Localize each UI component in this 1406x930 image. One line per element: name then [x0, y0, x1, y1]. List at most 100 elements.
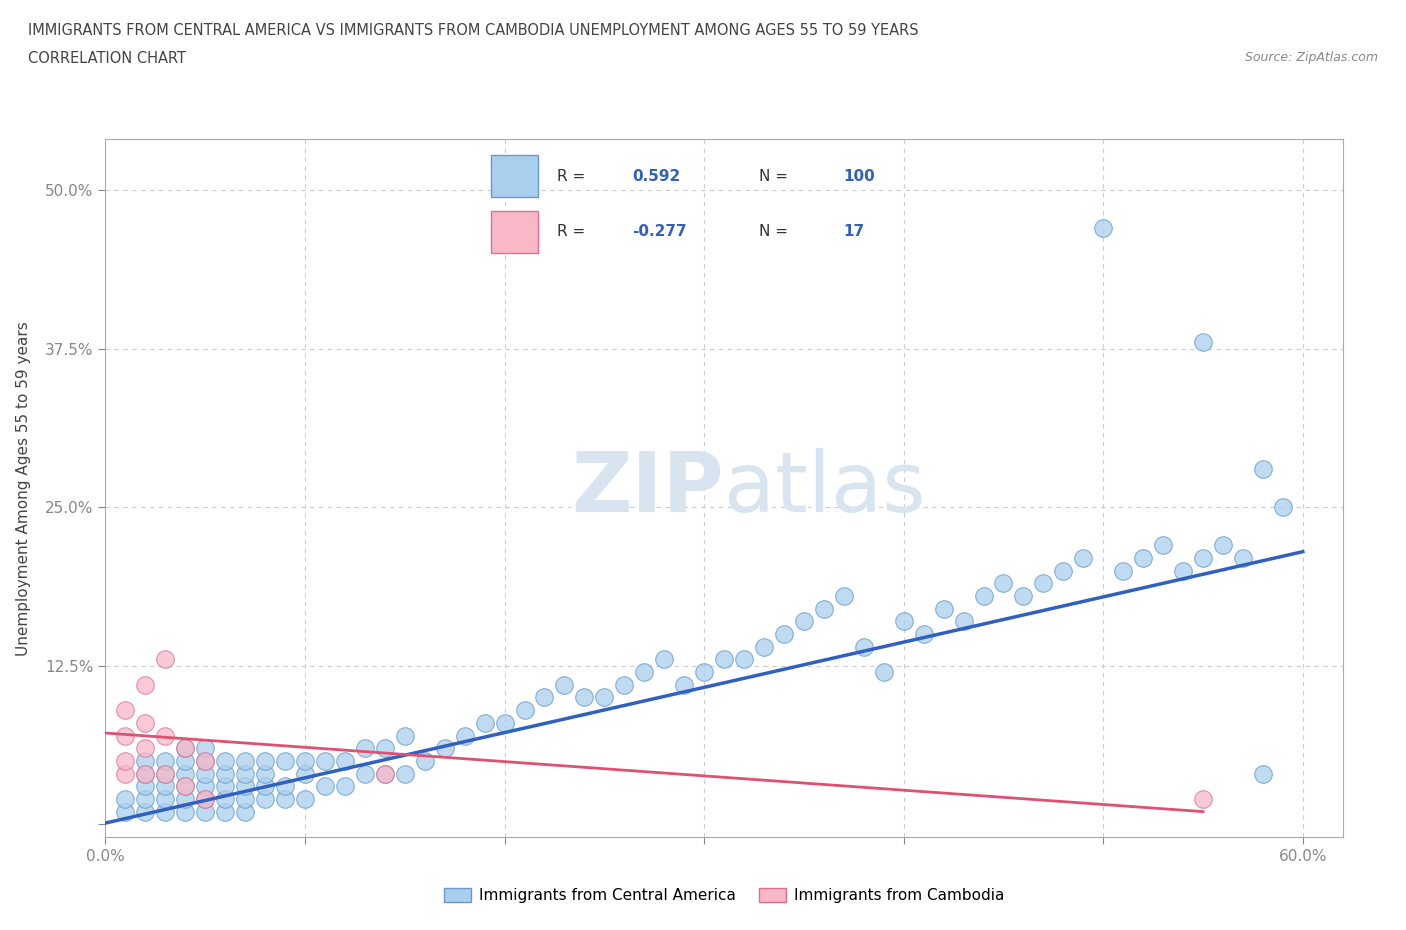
Point	[134, 804, 156, 819]
Point	[952, 614, 974, 629]
Point	[294, 753, 316, 768]
Point	[1092, 220, 1115, 235]
Point	[274, 753, 297, 768]
Point	[114, 703, 136, 718]
Point	[413, 753, 436, 768]
Point	[314, 753, 336, 768]
Point	[233, 778, 256, 793]
Point	[174, 778, 197, 793]
Text: IMMIGRANTS FROM CENTRAL AMERICA VS IMMIGRANTS FROM CAMBODIA UNEMPLOYMENT AMONG A: IMMIGRANTS FROM CENTRAL AMERICA VS IMMIG…	[28, 23, 918, 38]
Point	[973, 589, 995, 604]
Point	[233, 791, 256, 806]
Point	[374, 766, 396, 781]
Point	[174, 753, 197, 768]
Point	[832, 589, 855, 604]
Point	[394, 728, 416, 743]
Text: CORRELATION CHART: CORRELATION CHART	[28, 51, 186, 66]
Point	[155, 652, 177, 667]
Point	[1032, 576, 1054, 591]
Point	[174, 778, 197, 793]
Point	[433, 741, 456, 756]
Text: atlas: atlas	[724, 447, 925, 529]
Point	[1012, 589, 1035, 604]
Point	[114, 766, 136, 781]
Point	[1192, 335, 1215, 350]
Point	[214, 778, 236, 793]
Point	[474, 715, 496, 730]
Point	[194, 804, 217, 819]
Point	[1232, 551, 1254, 565]
Point	[1071, 551, 1094, 565]
Point	[1152, 538, 1174, 552]
Point	[574, 690, 596, 705]
Point	[114, 791, 136, 806]
Point	[1171, 564, 1194, 578]
Point	[174, 766, 197, 781]
Point	[155, 766, 177, 781]
Point	[633, 665, 655, 680]
Point	[274, 791, 297, 806]
Point	[374, 766, 396, 781]
Point	[194, 741, 217, 756]
Point	[134, 741, 156, 756]
Point	[254, 766, 277, 781]
Point	[733, 652, 755, 667]
Point	[155, 766, 177, 781]
Point	[1192, 791, 1215, 806]
Point	[174, 741, 197, 756]
Point	[194, 766, 217, 781]
Point	[813, 602, 835, 617]
Point	[333, 753, 356, 768]
Point	[233, 753, 256, 768]
Point	[194, 791, 217, 806]
Point	[155, 804, 177, 819]
Legend: Immigrants from Central America, Immigrants from Cambodia: Immigrants from Central America, Immigra…	[437, 883, 1011, 910]
Point	[314, 778, 336, 793]
Point	[254, 753, 277, 768]
Point	[553, 677, 575, 692]
Point	[274, 778, 297, 793]
Point	[214, 766, 236, 781]
Point	[1271, 499, 1294, 514]
Point	[1251, 462, 1274, 477]
Y-axis label: Unemployment Among Ages 55 to 59 years: Unemployment Among Ages 55 to 59 years	[17, 321, 31, 656]
Point	[134, 778, 156, 793]
Point	[513, 703, 536, 718]
Point	[114, 728, 136, 743]
Point	[194, 753, 217, 768]
Point	[1052, 564, 1074, 578]
Point	[912, 627, 935, 642]
Point	[1112, 564, 1135, 578]
Point	[155, 791, 177, 806]
Point	[114, 753, 136, 768]
Point	[174, 791, 197, 806]
Point	[1192, 551, 1215, 565]
Point	[214, 791, 236, 806]
Point	[752, 639, 775, 654]
Point	[233, 804, 256, 819]
Point	[374, 741, 396, 756]
Point	[873, 665, 896, 680]
Point	[254, 791, 277, 806]
Point	[773, 627, 796, 642]
Point	[354, 766, 377, 781]
Point	[194, 791, 217, 806]
Point	[114, 804, 136, 819]
Point	[294, 766, 316, 781]
Point	[134, 715, 156, 730]
Point	[893, 614, 915, 629]
Point	[333, 778, 356, 793]
Point	[993, 576, 1015, 591]
Point	[1251, 766, 1274, 781]
Point	[134, 766, 156, 781]
Point	[494, 715, 516, 730]
Point	[174, 741, 197, 756]
Point	[254, 778, 277, 793]
Point	[155, 753, 177, 768]
Point	[134, 753, 156, 768]
Point	[713, 652, 735, 667]
Point	[453, 728, 475, 743]
Point	[793, 614, 815, 629]
Point	[194, 753, 217, 768]
Point	[593, 690, 616, 705]
